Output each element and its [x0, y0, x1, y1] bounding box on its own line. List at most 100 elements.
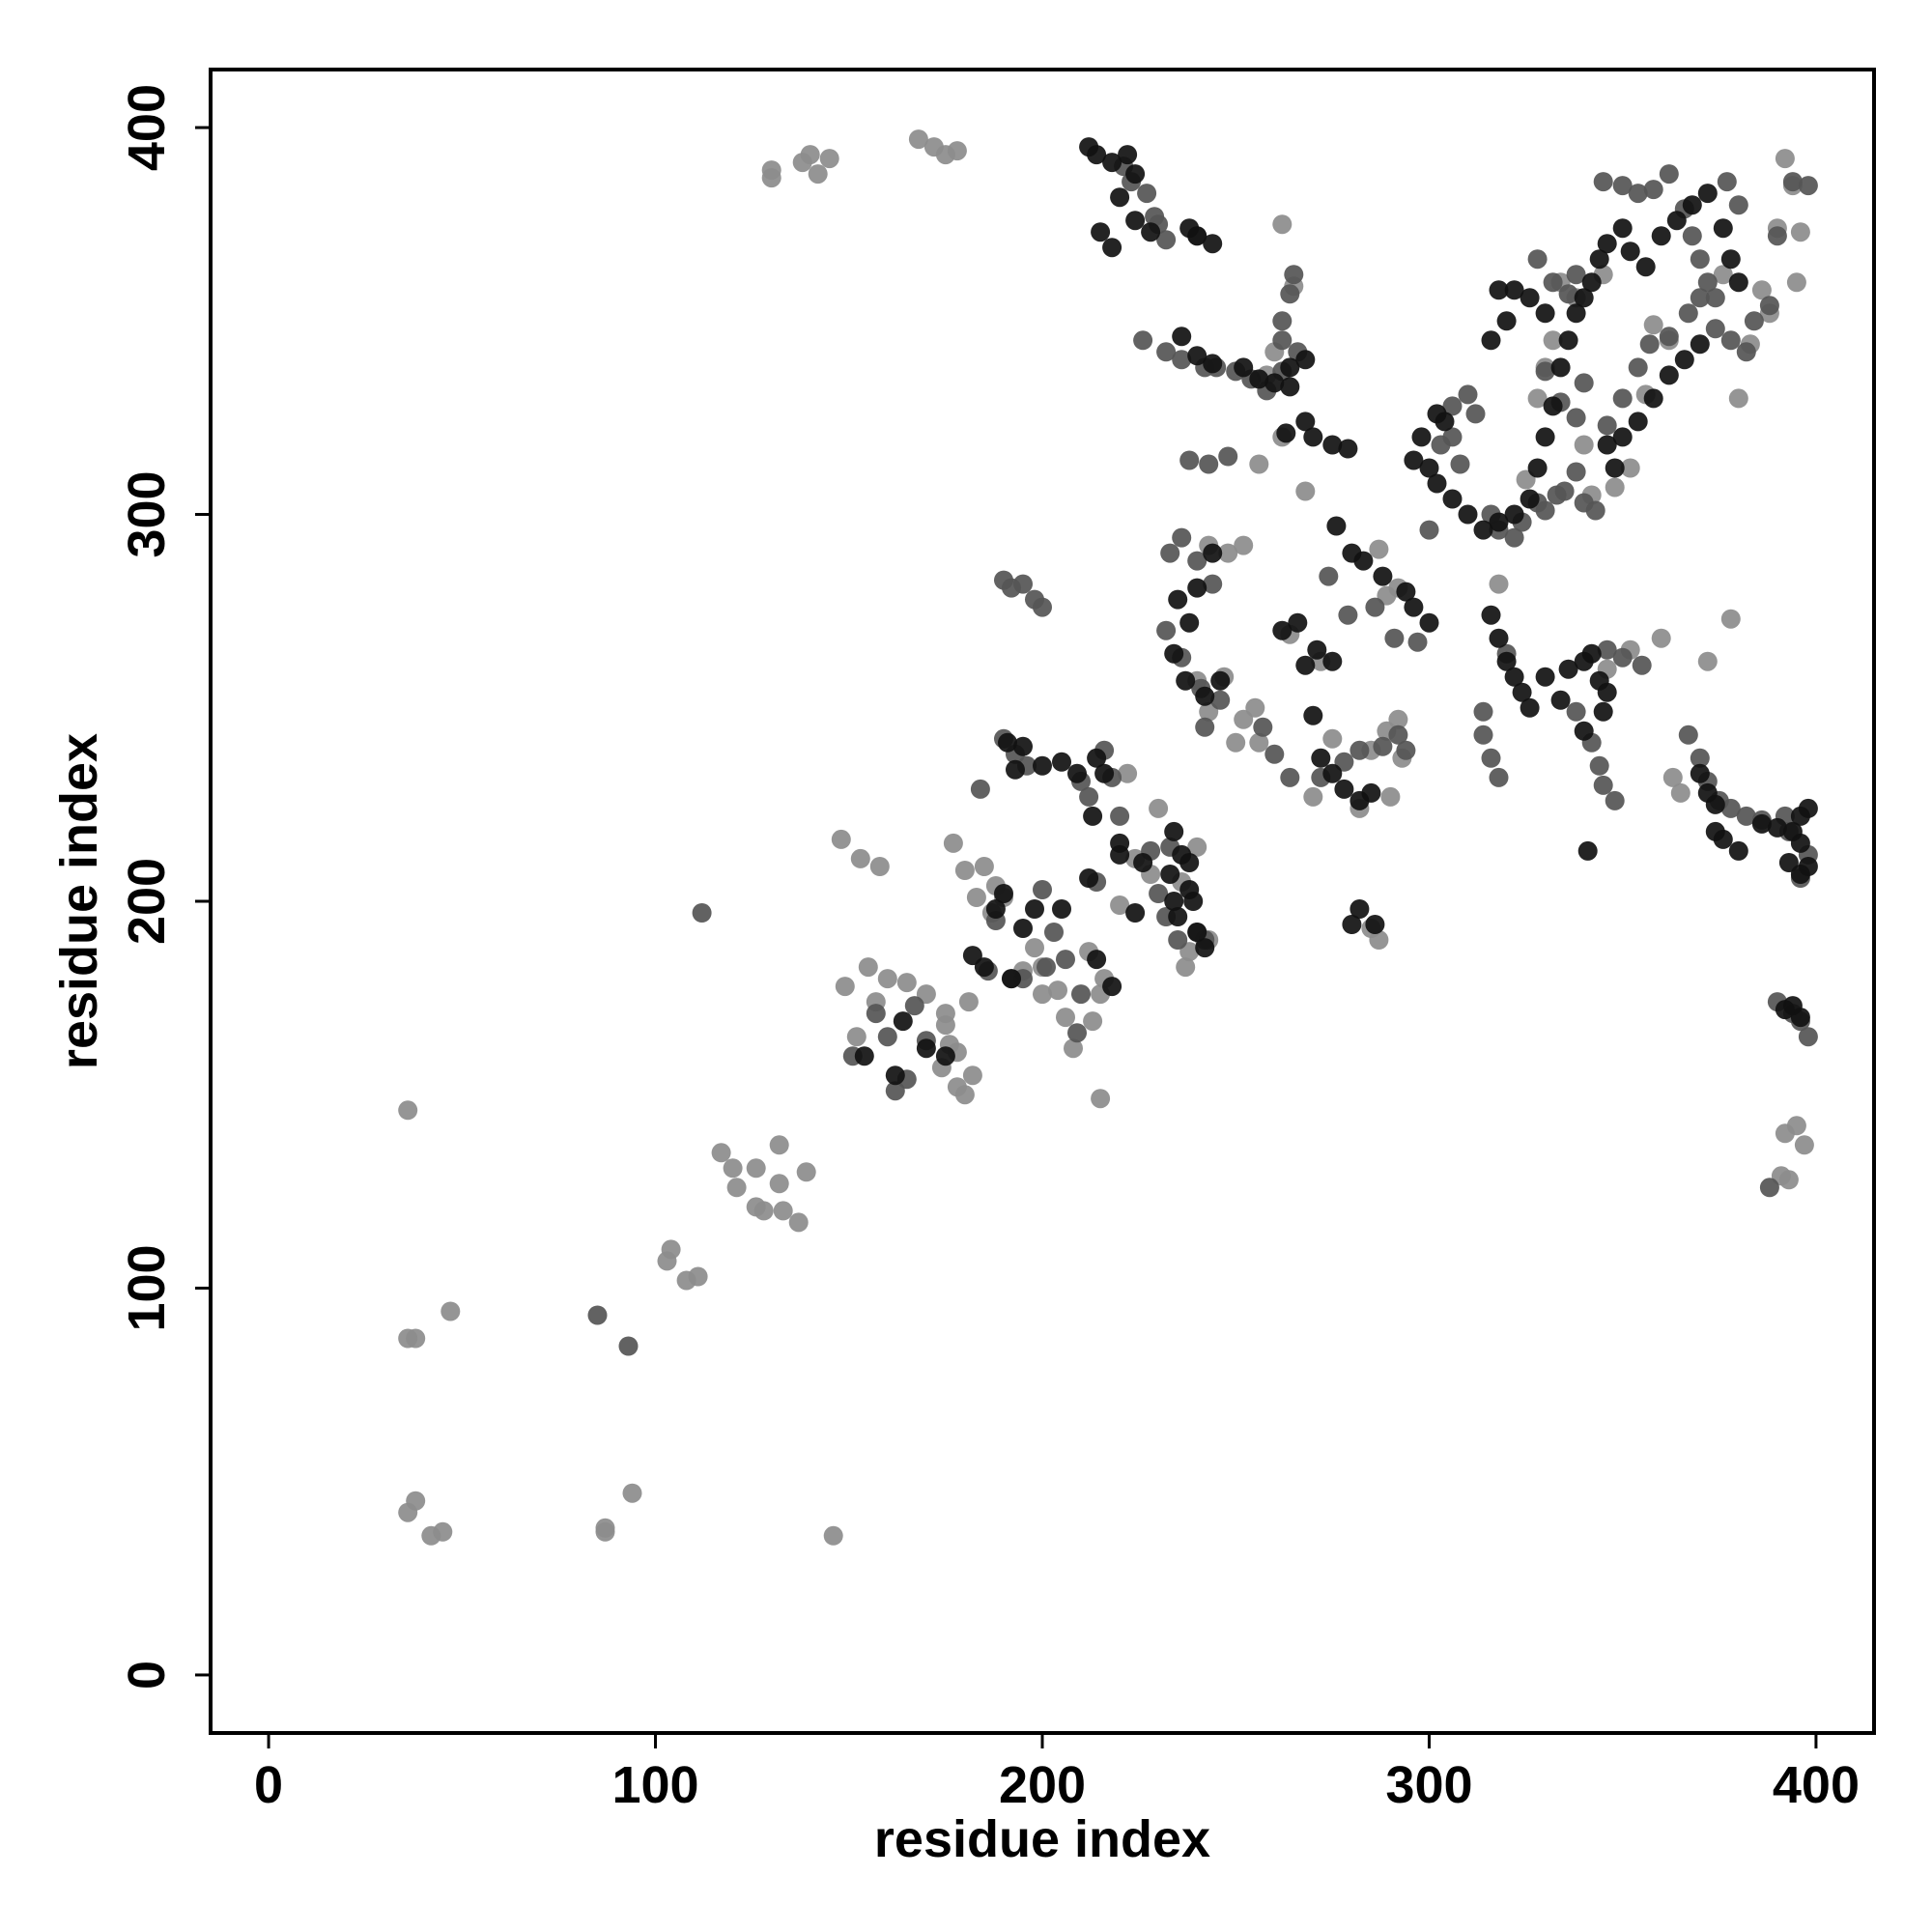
data-point-dark-144 [1504, 667, 1524, 687]
data-point-mid-95 [1465, 404, 1486, 424]
y-tick-label-300: 300 [118, 470, 176, 557]
data-point-mid-122 [1535, 361, 1555, 382]
data-point-light-9 [595, 1518, 615, 1538]
data-point-dark-93 [1350, 899, 1370, 919]
data-point-mid-121 [1798, 176, 1818, 196]
data-point-light-36 [796, 1162, 816, 1182]
data-point-mid-116 [1736, 342, 1756, 362]
data-point-mid-70 [1195, 717, 1215, 737]
data-point-mid-108 [1612, 388, 1633, 409]
data-point-light-18 [908, 129, 928, 150]
data-point-mid-107 [1597, 415, 1617, 436]
data-point-dark-164 [1767, 817, 1787, 838]
data-point-dark-129 [1659, 365, 1679, 385]
data-point-light-49 [935, 1015, 955, 1036]
y-tick-label-400: 400 [118, 84, 176, 171]
data-point-dark-109 [1543, 396, 1563, 416]
data-point-light-35 [788, 1212, 809, 1233]
data-point-light-43 [846, 1027, 867, 1047]
data-point-mid-145 [1489, 767, 1509, 787]
data-point-dark-55 [1234, 357, 1254, 378]
data-point-dark-133 [1597, 435, 1617, 455]
data-point-mid-105 [1585, 500, 1605, 521]
data-point-light-11 [823, 1525, 843, 1546]
data-point-light-73 [1091, 1089, 1111, 1109]
data-point-dark-14 [1087, 950, 1107, 970]
data-point-dark-121 [1666, 211, 1687, 231]
data-point-dark-30 [1006, 759, 1025, 780]
points-layer [398, 129, 1818, 1546]
data-point-light-38 [850, 848, 870, 868]
data-point-mid-127 [1543, 272, 1563, 293]
data-point-dark-128 [1674, 350, 1694, 370]
data-point-dark-173 [1790, 1008, 1810, 1028]
data-point-dark-79 [1303, 705, 1323, 725]
data-point-mid-144 [1473, 724, 1493, 745]
data-point-dark-27 [1183, 892, 1204, 911]
data-point-mid-147 [1566, 701, 1586, 722]
data-point-dark-4 [935, 1046, 955, 1066]
data-point-mid-82 [1280, 284, 1300, 304]
data-point-light-110 [1218, 543, 1238, 563]
data-point-light-10 [622, 1483, 642, 1503]
data-point-mid-137 [1690, 249, 1710, 270]
data-point-dark-59 [1295, 350, 1316, 370]
data-point-dark-92 [1342, 915, 1362, 934]
data-point-dark-120 [1651, 226, 1671, 246]
data-point-light-127 [1620, 458, 1640, 478]
data-point-dark-88 [1373, 566, 1393, 586]
data-point-dark-99 [1419, 458, 1439, 478]
data-point-mid-125 [1574, 373, 1594, 393]
data-point-dark-73 [1210, 670, 1231, 691]
data-point-mid-18 [1033, 880, 1052, 899]
data-point-mid-150 [1593, 775, 1613, 795]
data-point-dark-31 [1013, 736, 1033, 756]
data-point-mid-39 [1079, 786, 1099, 807]
data-point-mid-111 [1659, 327, 1679, 347]
data-point-dark-7 [985, 899, 1006, 919]
data-point-mid-126 [1527, 249, 1548, 270]
data-point-dark-41 [1102, 153, 1122, 173]
data-point-dark-106 [1520, 489, 1540, 509]
data-point-mid-112 [1678, 303, 1698, 324]
data-point-mid-152 [1597, 639, 1617, 660]
data-point-light-13 [761, 168, 781, 188]
data-point-mid-83 [1284, 265, 1304, 285]
data-point-light-69 [1064, 1038, 1083, 1059]
data-point-dark-47 [1091, 222, 1111, 242]
data-point-dark-147 [1535, 667, 1555, 687]
data-point-mid-110 [1639, 334, 1660, 355]
data-point-dark-155 [1574, 721, 1594, 741]
data-point-dark-12 [1052, 899, 1071, 919]
data-point-dark-2 [893, 1011, 913, 1032]
data-point-light-59 [974, 857, 994, 876]
data-point-dark-54 [1203, 354, 1223, 374]
data-point-dark-119 [1635, 257, 1656, 277]
data-point-light-79 [1149, 798, 1169, 818]
data-point-mid-50 [1156, 342, 1177, 362]
data-point-light-23 [657, 1251, 677, 1271]
data-point-light-74 [1083, 1011, 1103, 1032]
data-point-dark-115 [1589, 249, 1609, 270]
data-point-mid-120 [1782, 172, 1803, 192]
data-point-light-34 [773, 1201, 793, 1221]
data-point-light-105 [1380, 786, 1401, 807]
y-tick-label-100: 100 [118, 1244, 176, 1331]
data-point-mid-74 [1280, 767, 1300, 787]
data-point-light-66 [1033, 984, 1052, 1005]
data-point-dark-51 [1203, 234, 1223, 254]
data-point-mid-128 [1558, 284, 1578, 304]
data-point-light-141 [1728, 388, 1748, 409]
data-point-mid-160 [1736, 806, 1756, 826]
data-point-mid-84 [1319, 566, 1339, 586]
y-axis: 0 100 200 300 400 [118, 84, 211, 1690]
data-point-dark-105 [1504, 504, 1524, 525]
data-point-light-142 [1751, 280, 1772, 300]
data-point-dark-85 [1326, 516, 1347, 536]
data-point-light-112 [1369, 539, 1389, 559]
data-point-mid-35 [1013, 574, 1033, 594]
data-point-dark-35 [1087, 748, 1107, 768]
data-point-mid-73 [1264, 744, 1285, 764]
data-point-dark-171 [1798, 857, 1818, 876]
data-point-dark-156 [1577, 840, 1598, 861]
